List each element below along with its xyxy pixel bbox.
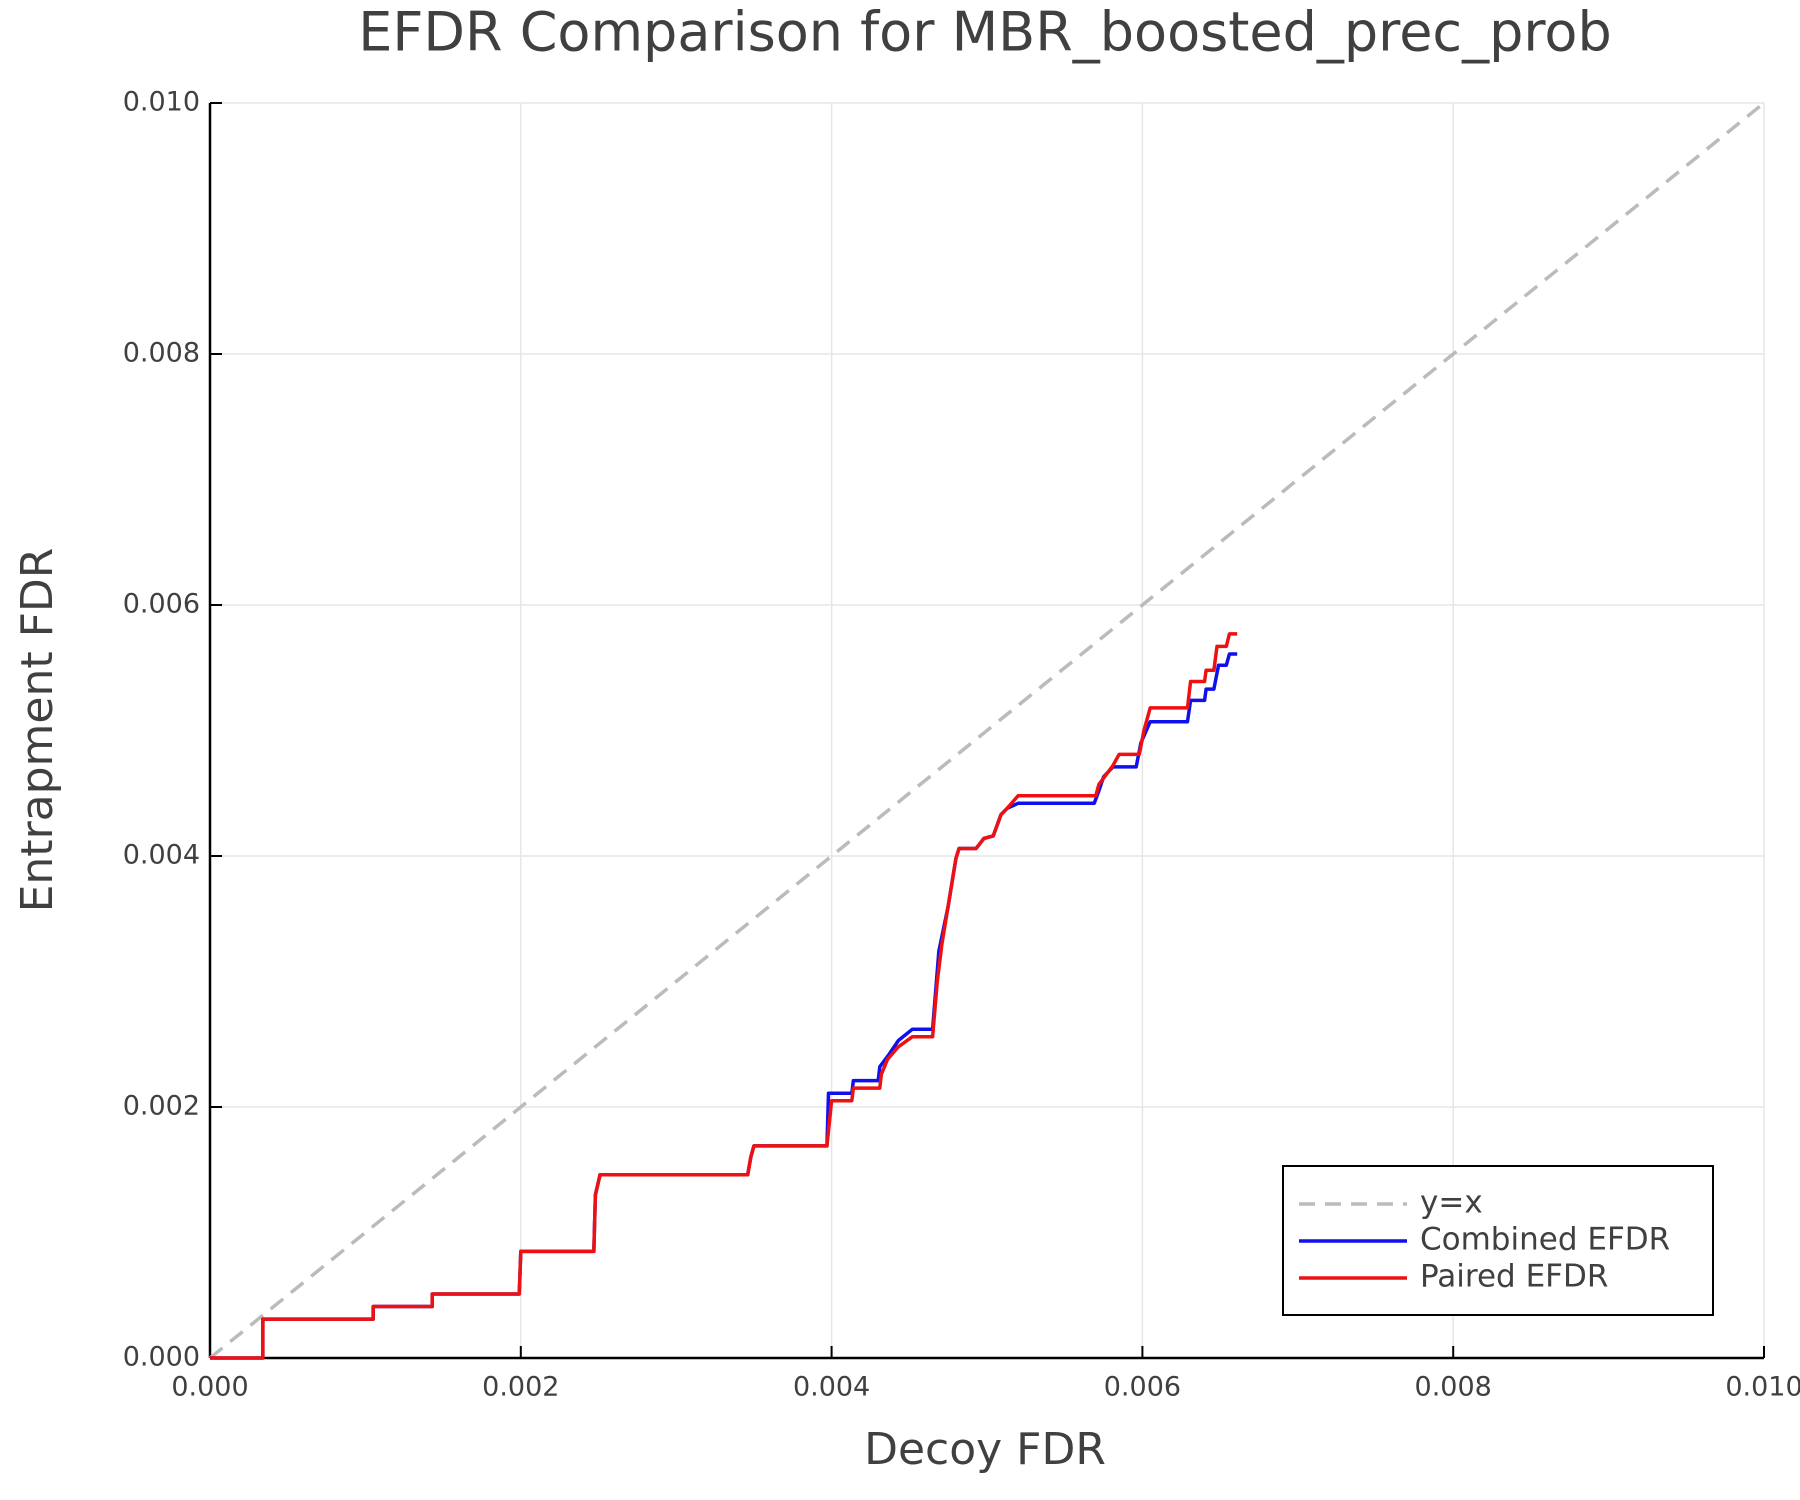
legend-label: Combined EFDR [1420,1222,1670,1258]
y-tick-label: 0.002 [123,1091,200,1122]
x-axis-label: Decoy FDR [864,1424,1106,1475]
y-tick-label: 0.006 [123,589,200,620]
series-line [210,632,1238,1360]
y-tick-label: 0.008 [123,338,200,369]
legend-label: Paired EFDR [1420,1259,1608,1295]
legend-label: y=x [1420,1185,1483,1221]
x-tick-label: 0.006 [1104,1372,1181,1403]
y-tick-label: 0.004 [123,840,200,871]
x-tick-label: 0.010 [1725,1372,1800,1403]
y-axis-label: Entrapment FDR [12,548,63,913]
x-tick-label: 0.000 [171,1372,248,1403]
x-tick-label: 0.002 [482,1372,559,1403]
y-tick-label: 0.010 [123,87,200,118]
y-tick-label: 0.000 [123,1342,200,1373]
series-line [208,101,1766,1360]
chart-title: EFDR Comparison for MBR_boosted_prec_pro… [358,1,1611,64]
x-tick-label: 0.008 [1415,1372,1492,1403]
x-tick-label: 0.004 [793,1372,870,1403]
